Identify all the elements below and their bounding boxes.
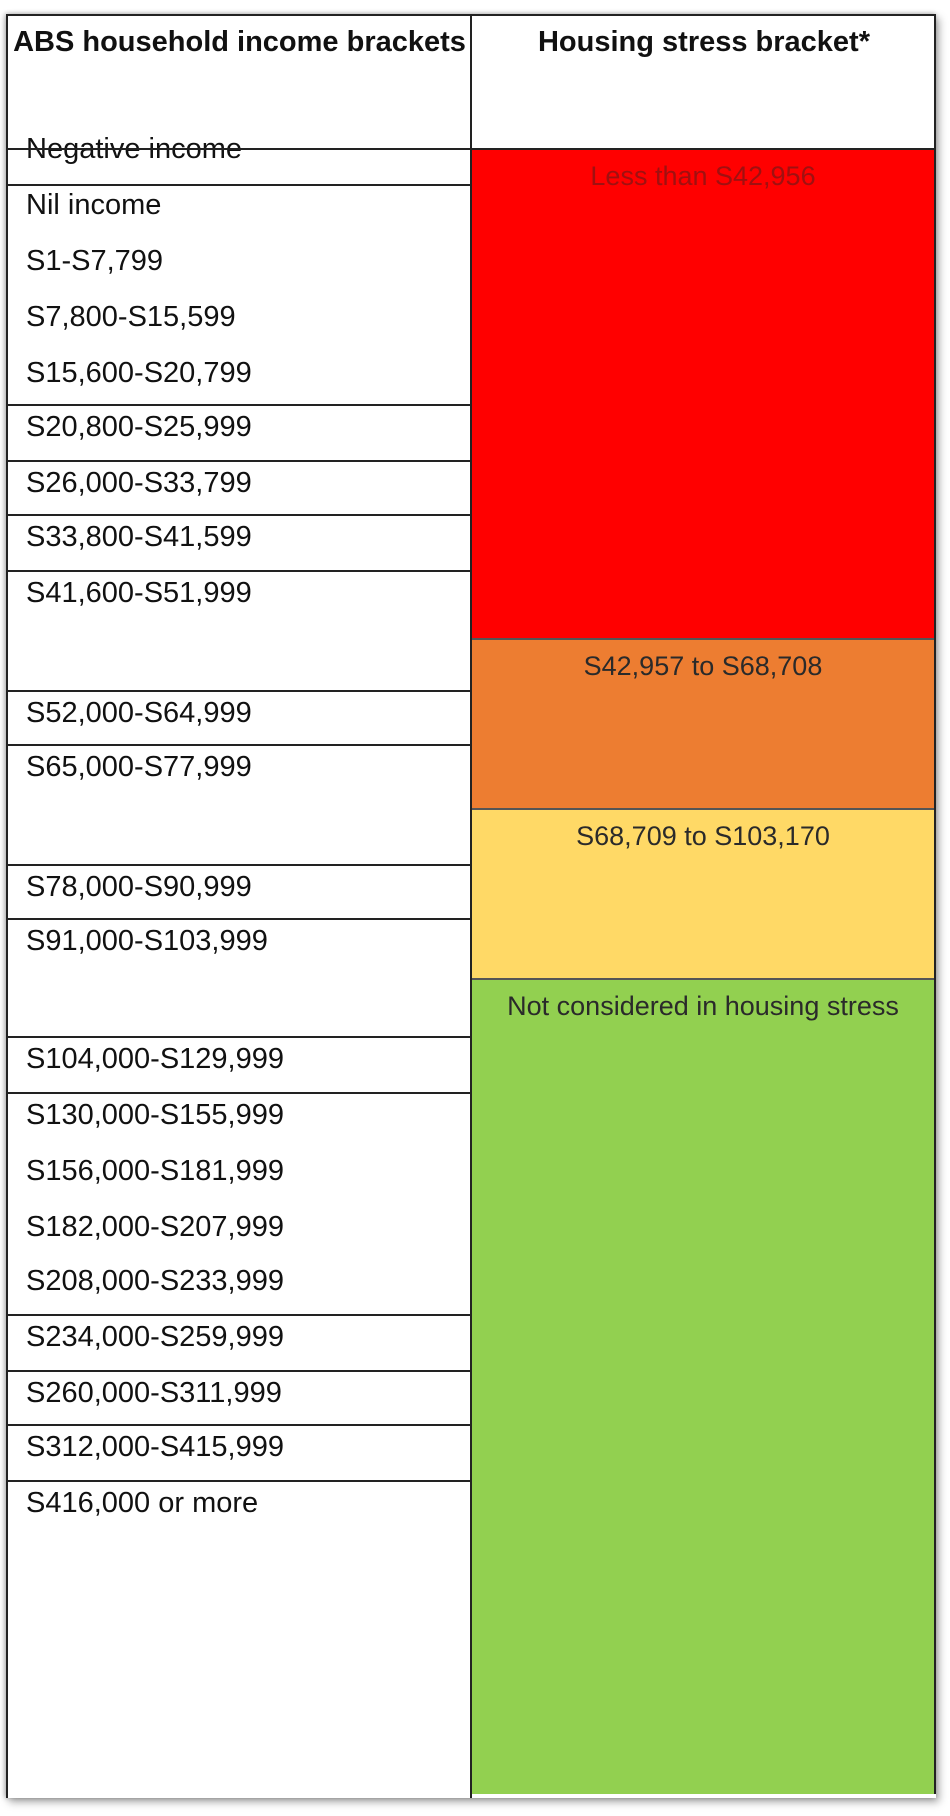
table-border-right	[934, 14, 936, 1794]
stress-bracket-label: Not considered in housing stress	[507, 991, 899, 1021]
row-divider	[6, 1480, 471, 1482]
income-bracket-cell: S156,000-S181,999	[26, 1155, 284, 1187]
income-bracket-cell: S33,800-S41,599	[26, 521, 252, 553]
income-bracket-cell: S26,000-S33,799	[26, 467, 252, 499]
income-bracket-cell: S182,000-S207,999	[26, 1211, 284, 1243]
band-divider	[472, 808, 934, 810]
income-bracket-cell: S15,600-S20,799	[26, 357, 252, 389]
column-divider	[470, 14, 472, 1798]
income-bracket-cell: S65,000-S77,999	[26, 751, 252, 783]
row-divider	[6, 1370, 471, 1372]
income-bracket-cell: S104,000-S129,999	[26, 1043, 284, 1075]
stress-bracket-cell: S68,709 to S103,170	[472, 810, 934, 978]
stress-bracket-cell: Less than S42,956	[472, 150, 934, 638]
income-bracket-cell: S52,000-S64,999	[26, 697, 252, 729]
income-bracket-cell: S260,000-S311,999	[26, 1377, 282, 1409]
row-divider	[6, 570, 471, 572]
row-divider	[6, 864, 471, 866]
income-bracket-cell: S312,000-S415,999	[26, 1431, 284, 1463]
row-divider	[6, 690, 471, 692]
income-bracket-cell: S208,000-S233,999	[26, 1265, 284, 1297]
band-divider	[472, 638, 934, 640]
stress-bracket-label: S68,709 to S103,170	[576, 821, 830, 851]
row-divider	[6, 184, 471, 186]
table-border-left	[6, 14, 8, 1798]
income-bracket-cell: S416,000 or more	[26, 1487, 259, 1519]
income-bracket-cell: S78,000-S90,999	[26, 871, 252, 903]
row-divider	[6, 460, 471, 462]
housing-stress-table: ABS household income brackets Housing st…	[6, 14, 936, 1798]
income-bracket-cell: S7,800-S15,599	[26, 301, 236, 333]
row-divider	[6, 514, 471, 516]
stress-bracket-cell: Not considered in housing stress	[472, 980, 934, 1794]
income-bracket-cell: S91,000-S103,999	[26, 925, 268, 957]
row-divider	[6, 744, 471, 746]
row-divider	[6, 404, 471, 406]
row-divider	[6, 1036, 471, 1038]
row-divider	[6, 918, 471, 920]
header-income-brackets: ABS household income brackets	[6, 14, 472, 148]
income-bracket-cell: S41,600-S51,999	[26, 577, 252, 609]
stress-bracket-cell: S42,957 to S68,708	[472, 640, 934, 808]
row-divider	[6, 1424, 471, 1426]
income-bracket-cell: S1-S7,799	[26, 245, 164, 277]
header-stress-bracket: Housing stress bracket*	[537, 26, 870, 58]
stress-bracket-label: Less than S42,956	[590, 161, 816, 191]
row-divider	[6, 1314, 471, 1316]
stress-bracket-label: S42,957 to S68,708	[583, 651, 823, 681]
income-bracket-cell: Nil income	[26, 189, 162, 221]
income-bracket-cell: S130,000-S155,999	[26, 1099, 284, 1131]
band-divider	[472, 978, 934, 980]
income-bracket-cell: S234,000-S259,999	[26, 1321, 284, 1353]
row-divider	[6, 1092, 471, 1094]
income-bracket-cell: S20,800-S25,999	[26, 411, 252, 443]
